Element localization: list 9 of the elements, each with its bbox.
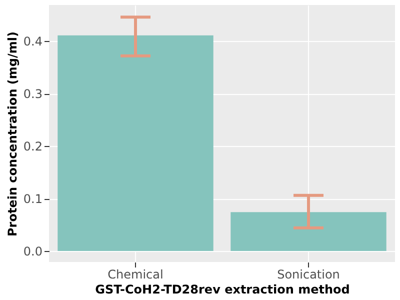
y-tick-label: 0.3 [23, 87, 42, 102]
y-tick-label: 0.0 [23, 244, 42, 258]
x-axis-title: GST-CoH2-TD28rev extraction method [95, 282, 350, 296]
y-tick-label: 0.1 [23, 192, 42, 206]
x-tick-label: Chemical [108, 268, 164, 282]
y-tick-label: 0.4 [23, 34, 42, 49]
y-axis-title: Protein concentration (mg/ml) [5, 32, 20, 236]
y-tick-label: 0.2 [23, 140, 42, 154]
x-tick-label: Sonication [277, 268, 340, 282]
